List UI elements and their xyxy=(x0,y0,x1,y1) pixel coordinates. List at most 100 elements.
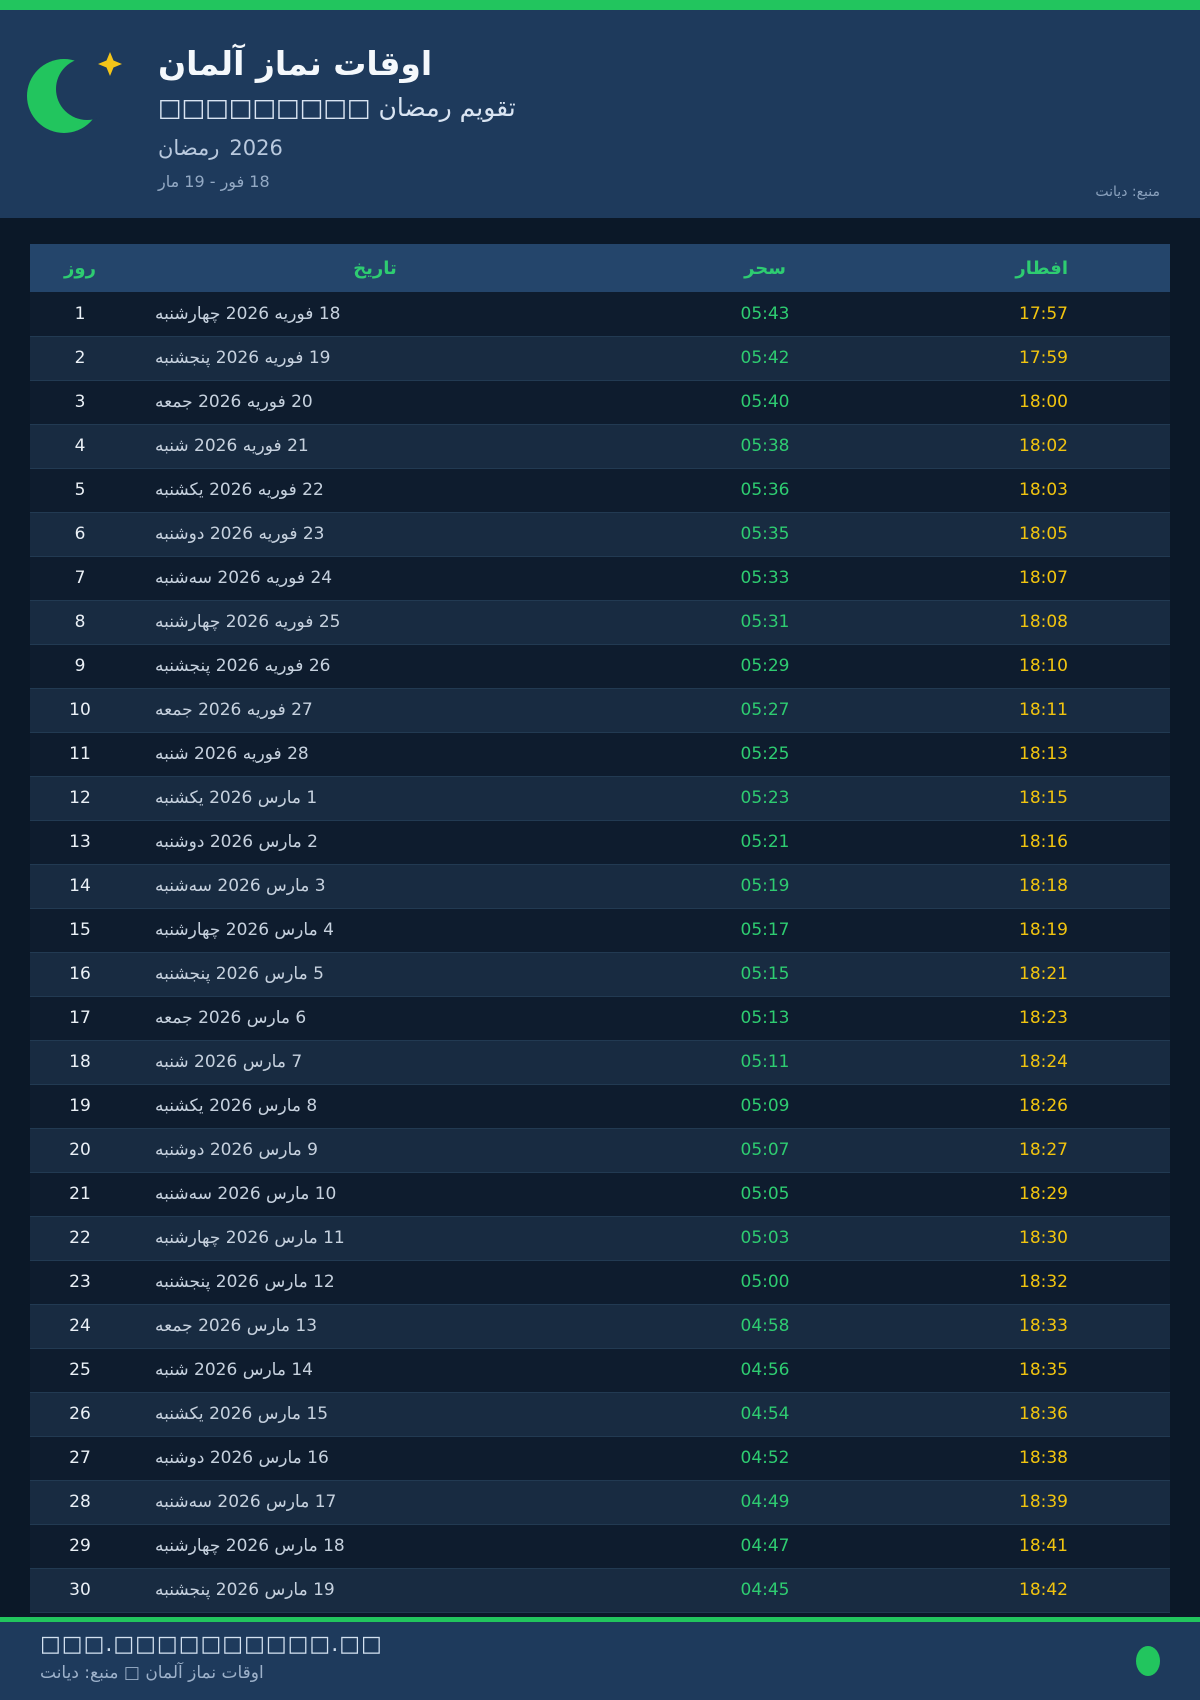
date-cell: 26 فوریه 2026 پنجشنبه xyxy=(155,656,331,676)
date-cell: 28 فوریه 2026 شنبه xyxy=(155,744,309,764)
page-footer: □□□.□□□□□□□□□□.□□ اوقات نماز آلمان □ منب… xyxy=(0,1617,1200,1700)
sehri-time-cell: 05:43 xyxy=(740,303,790,324)
iftar-time-cell: 18:41 xyxy=(1019,1536,1068,1556)
table-row: 26 15 مارس 2026 یکشنبه 04:54 18:36 xyxy=(30,1392,1170,1436)
date-cell: 14 مارس 2026 شنبه xyxy=(155,1360,313,1380)
day-number-cell: 29 xyxy=(69,1536,91,1556)
day-number-cell: 6 xyxy=(74,524,86,544)
day-number-cell: 1 xyxy=(74,303,86,324)
column-header-sehri: سحر xyxy=(620,244,910,292)
iftar-time-cell: 17:57 xyxy=(1019,303,1068,324)
date-cell: 25 فوریه 2026 چهارشنبه xyxy=(155,612,341,632)
sehri-time-cell: 05:31 xyxy=(740,612,790,632)
timetable-body: 1 18 فوریه 2026 چهارشنبه 05:43 17:57 2 1… xyxy=(30,292,1170,1612)
date-cell: 20 فوریه 2026 جمعه xyxy=(155,392,313,412)
sehri-time-cell: 04:52 xyxy=(740,1448,790,1468)
source-attribution: منبع: دیانت xyxy=(1095,184,1160,200)
crescent-moon-icon xyxy=(27,52,122,133)
day-number-cell: 2 xyxy=(74,348,86,368)
day-number-cell: 3 xyxy=(74,392,86,412)
day-number-cell: 23 xyxy=(69,1272,91,1292)
iftar-time-cell: 18:38 xyxy=(1019,1448,1068,1468)
day-number-cell: 5 xyxy=(74,480,86,500)
date-cell: 1 مارس 2026 یکشنبه xyxy=(155,788,318,808)
sehri-time-cell: 05:35 xyxy=(740,524,790,544)
iftar-time-cell: 18:18 xyxy=(1019,876,1068,896)
date-cell: 7 مارس 2026 شنبه xyxy=(155,1052,303,1072)
date-cell: 6 مارس 2026 جمعه xyxy=(155,1008,307,1028)
top-accent-bar xyxy=(0,0,1200,10)
date-cell: 12 مارس 2026 پنجشنبه xyxy=(155,1272,335,1292)
date-cell: 18 فوریه 2026 چهارشنبه xyxy=(155,303,341,324)
star-icon xyxy=(98,52,122,76)
sehri-time-cell: 04:47 xyxy=(740,1536,790,1556)
table-row: 5 22 فوریه 2026 یکشنبه 05:36 18:03 xyxy=(30,468,1170,512)
iftar-time-cell: 18:39 xyxy=(1019,1492,1068,1512)
column-header-day: روز xyxy=(30,244,130,292)
day-number-cell: 11 xyxy=(69,744,91,764)
iftar-time-cell: 18:00 xyxy=(1019,392,1068,412)
iftar-time-cell: 18:23 xyxy=(1019,1008,1068,1028)
table-row: 10 27 فوریه 2026 جمعه 05:27 18:11 xyxy=(30,688,1170,732)
day-number-cell: 20 xyxy=(69,1140,91,1160)
table-row: 27 16 مارس 2026 دوشنبه 04:52 18:38 xyxy=(30,1436,1170,1480)
date-cell: 2 مارس 2026 دوشنبه xyxy=(155,832,318,852)
sehri-time-cell: 05:11 xyxy=(740,1052,790,1072)
table-row: 29 18 مارس 2026 چهارشنبه 04:47 18:41 xyxy=(30,1524,1170,1568)
date-cell: 9 مارس 2026 دوشنبه xyxy=(155,1140,318,1160)
footer-url[interactable]: □□□.□□□□□□□□□□.□□ xyxy=(40,1632,383,1657)
season-label: رمضان xyxy=(158,136,220,160)
green-dot-icon[interactable] xyxy=(1136,1646,1160,1676)
iftar-time-cell: 17:59 xyxy=(1019,348,1068,368)
table-row: 2 19 فوریه 2026 پنجشنبه 05:42 17:59 xyxy=(30,336,1170,380)
header-text-block: اوقات نماز آلمان تقویم رمضان □□□□□□□□□ ر… xyxy=(158,44,1160,191)
sehri-time-cell: 05:33 xyxy=(740,568,790,588)
sehri-time-cell: 05:19 xyxy=(740,876,790,896)
column-header-date: تاریخ xyxy=(130,244,620,292)
date-cell: 11 مارس 2026 چهارشنبه xyxy=(155,1228,345,1248)
sehri-time-cell: 04:58 xyxy=(740,1316,790,1336)
iftar-time-cell: 18:10 xyxy=(1019,656,1068,676)
sehri-time-cell: 05:21 xyxy=(740,832,790,852)
day-number-cell: 18 xyxy=(69,1052,91,1072)
iftar-time-cell: 18:32 xyxy=(1019,1272,1068,1292)
table-row: 30 19 مارس 2026 پنجشنبه 04:45 18:42 xyxy=(30,1568,1170,1612)
sehri-time-cell: 05:09 xyxy=(740,1096,790,1116)
sehri-time-cell: 05:36 xyxy=(740,480,790,500)
iftar-time-cell: 18:36 xyxy=(1019,1404,1068,1424)
date-cell: 8 مارس 2026 یکشنبه xyxy=(155,1096,318,1116)
table-row: 19 8 مارس 2026 یکشنبه 05:09 18:26 xyxy=(30,1084,1170,1128)
day-number-cell: 28 xyxy=(69,1492,91,1512)
table-row: 14 3 مارس 2026 سه‌شنبه 05:19 18:18 xyxy=(30,864,1170,908)
iftar-time-cell: 18:13 xyxy=(1019,744,1068,764)
sehri-time-cell: 05:38 xyxy=(740,436,790,456)
iftar-time-cell: 18:35 xyxy=(1019,1360,1068,1380)
day-number-cell: 16 xyxy=(69,964,91,984)
day-number-cell: 9 xyxy=(74,656,86,676)
iftar-time-cell: 18:42 xyxy=(1019,1580,1068,1600)
sehri-time-cell: 05:00 xyxy=(740,1272,790,1292)
date-cell: 27 فوریه 2026 جمعه xyxy=(155,700,313,720)
iftar-time-cell: 18:19 xyxy=(1019,920,1068,940)
day-number-cell: 22 xyxy=(69,1228,91,1248)
iftar-time-cell: 18:16 xyxy=(1019,832,1068,852)
date-cell: 3 مارس 2026 سه‌شنبه xyxy=(155,876,326,896)
day-number-cell: 30 xyxy=(69,1580,91,1600)
day-number-cell: 13 xyxy=(69,832,91,852)
day-number-cell: 7 xyxy=(74,568,86,588)
table-row: 22 11 مارس 2026 چهارشنبه 05:03 18:30 xyxy=(30,1216,1170,1260)
date-cell: 18 مارس 2026 چهارشنبه xyxy=(155,1536,345,1556)
day-number-cell: 21 xyxy=(69,1184,91,1204)
day-number-cell: 12 xyxy=(69,788,91,808)
date-cell: 21 فوریه 2026 شنبه xyxy=(155,436,309,456)
table-row: 7 24 فوریه 2026 سه‌شنبه 05:33 18:07 xyxy=(30,556,1170,600)
table-row: 1 18 فوریه 2026 چهارشنبه 05:43 17:57 xyxy=(30,292,1170,336)
timetable-container: روز تاریخ سحر افطار 1 18 فوریه 2026 چهار… xyxy=(30,244,1170,1613)
day-number-cell: 10 xyxy=(69,700,91,720)
iftar-time-cell: 18:02 xyxy=(1019,436,1068,456)
sehri-time-cell: 05:05 xyxy=(740,1184,790,1204)
day-number-cell: 24 xyxy=(69,1316,91,1336)
iftar-time-cell: 18:33 xyxy=(1019,1316,1068,1336)
table-row: 6 23 فوریه 2026 دوشنبه 05:35 18:05 xyxy=(30,512,1170,556)
table-row: 23 12 مارس 2026 پنجشنبه 05:00 18:32 xyxy=(30,1260,1170,1304)
